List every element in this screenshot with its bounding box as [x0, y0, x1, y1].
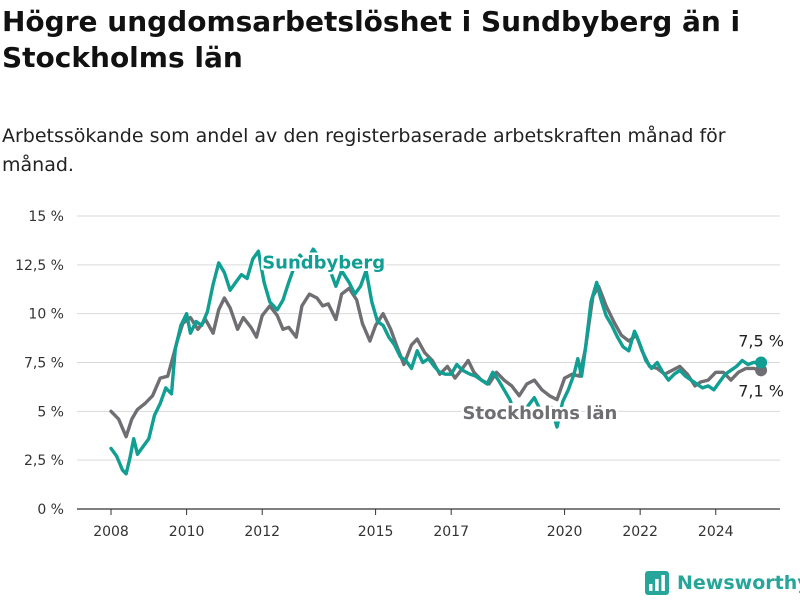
x-tick-label: 2008	[93, 524, 129, 540]
series-lines	[109, 247, 768, 476]
y-tick-label: 2,5 %	[24, 453, 64, 469]
bar-chart-logo-icon	[645, 571, 669, 595]
y-tick-label: 15 %	[28, 209, 64, 225]
gridlines	[77, 215, 780, 510]
y-tick-label: 7,5 %	[24, 356, 64, 372]
y-tick-label: 5 %	[37, 404, 64, 420]
end-value-label-stockholms-lan: 7,1 %	[738, 381, 784, 400]
line-chart: 0 %2,5 %5 %7,5 %10 %12,5 %15 % 2008 2010 2…	[15, 209, 784, 540]
annotations: Sundbyberg Stockholms län 7,5 % 7,1 %	[260, 250, 784, 426]
y-tick-label: 10 %	[28, 307, 64, 323]
y-tick-label: 12,5 %	[15, 258, 64, 274]
x-tick-label: 2010	[169, 524, 205, 540]
y-tick-label: 0 %	[37, 502, 64, 518]
chart-subtitle: Arbetssökande som andel av den registerb…	[2, 125, 726, 176]
x-tick-label: 2015	[358, 524, 394, 540]
x-tick-label: 2017	[433, 524, 469, 540]
end-point-sundbyberg	[755, 356, 768, 369]
x-tick-label: 2020	[547, 524, 583, 540]
series-line-sundbyberg	[109, 247, 763, 476]
end-value-label-sundbyberg: 7,5 %	[738, 332, 784, 351]
series-label-stockholms-lan: Stockholms län	[463, 403, 618, 424]
x-tick-label: 2022	[622, 524, 658, 540]
newsworthy-logo: Newsworthy	[645, 568, 800, 598]
x-tick-label: 2012	[244, 524, 280, 540]
x-tick-label: 2024	[698, 524, 734, 540]
y-axis-tick-labels: 0 % 2,5 % 5 % 7,5 % 10 % 12,5 % 15 %	[15, 209, 64, 518]
chart-title: Högre ungdomsarbetslöshet i Sundbyberg ä…	[2, 5, 741, 74]
brand-name: Newsworthy	[677, 572, 800, 594]
series-label-sundbyberg: Sundbyberg	[262, 253, 385, 274]
x-axis: 2008 2010 2012 2015 2017 2020 2022 2024	[93, 509, 734, 540]
